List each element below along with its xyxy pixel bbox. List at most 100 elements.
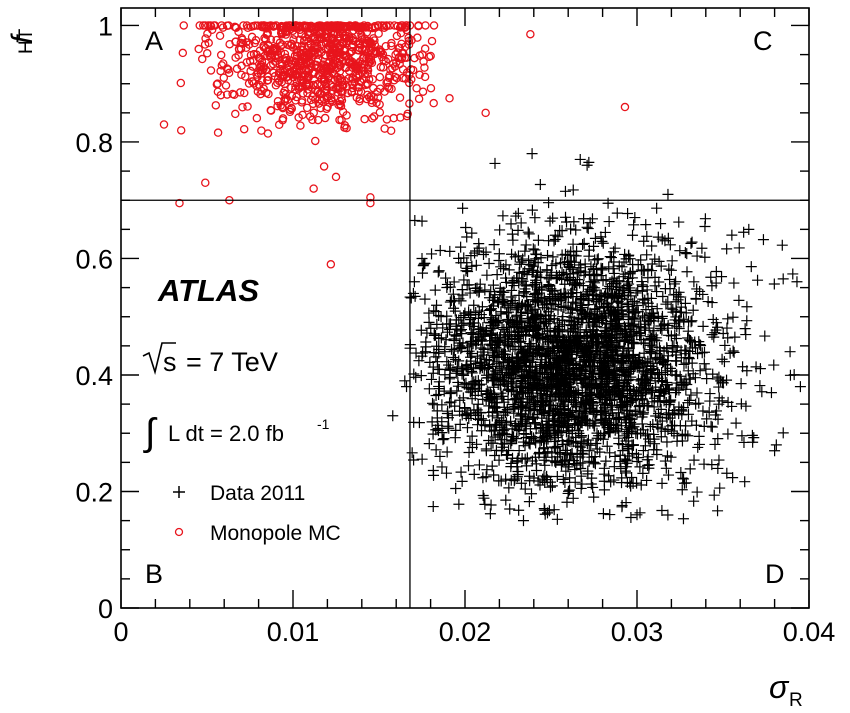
monopole-point — [263, 129, 273, 138]
monopole-point — [281, 89, 290, 99]
monopole-point — [327, 81, 336, 90]
data-point — [575, 341, 587, 353]
monopole-point — [421, 21, 430, 30]
data-point — [428, 329, 440, 341]
data-point — [452, 342, 464, 354]
data-point — [598, 399, 610, 411]
monopole-point — [336, 21, 345, 30]
data-point — [690, 293, 702, 305]
data-point — [599, 226, 611, 238]
data-point — [460, 265, 472, 277]
monopole-point — [395, 93, 405, 102]
data-point — [471, 438, 483, 450]
data-point — [603, 410, 615, 422]
data-point — [655, 320, 667, 332]
data-point — [719, 339, 731, 351]
data-point — [598, 417, 610, 429]
data-point — [716, 271, 728, 283]
data-point — [548, 407, 560, 419]
data-point — [547, 399, 559, 411]
data-point — [556, 342, 568, 354]
data-point — [540, 451, 552, 463]
data-point — [539, 459, 551, 471]
data-point — [498, 295, 510, 307]
data-point — [741, 365, 753, 377]
data-point — [610, 332, 622, 344]
data-point — [387, 410, 399, 422]
data-point — [739, 323, 751, 335]
data-point — [444, 397, 456, 409]
data-point — [520, 428, 532, 440]
data-point — [623, 282, 635, 294]
data-point — [677, 379, 689, 391]
monopole-point — [194, 44, 203, 54]
data-point — [538, 454, 550, 466]
data-point — [527, 342, 539, 354]
monopole-point — [300, 66, 309, 75]
data-point — [604, 447, 616, 459]
data-point — [652, 421, 664, 433]
data-point — [620, 461, 632, 473]
data-point — [465, 407, 477, 419]
data-point — [549, 415, 561, 427]
data-point — [539, 433, 551, 445]
monopole-point — [224, 21, 233, 30]
data-point — [506, 248, 518, 260]
data-point — [545, 297, 557, 309]
data-point — [590, 437, 602, 449]
monopole-point — [397, 48, 407, 58]
data-point — [462, 266, 474, 278]
data-point — [776, 239, 788, 251]
monopole-point — [317, 47, 326, 57]
monopole-point — [386, 65, 395, 74]
data-point — [580, 379, 592, 391]
data-point — [756, 386, 768, 398]
data-point — [784, 346, 796, 358]
data-point — [585, 478, 597, 490]
data-point — [657, 357, 669, 369]
data-point — [770, 439, 782, 451]
data-point — [465, 383, 477, 395]
data-point — [635, 254, 647, 266]
data-point — [448, 302, 460, 314]
data-point — [568, 368, 580, 380]
monopole-point — [304, 36, 313, 46]
data-point — [596, 235, 608, 247]
data-point — [431, 318, 443, 330]
data-point — [542, 381, 554, 393]
data-point — [686, 415, 698, 427]
data-point — [485, 437, 497, 449]
monopole-point — [222, 90, 232, 99]
monopole-point — [309, 80, 318, 90]
monopole-point — [257, 21, 266, 30]
data-point — [588, 378, 600, 390]
data-point — [610, 319, 622, 331]
data-point — [573, 406, 585, 418]
data-point — [624, 267, 636, 279]
data-point — [519, 440, 531, 452]
data-point — [450, 367, 462, 379]
data-point — [547, 212, 559, 224]
monopole-point — [210, 21, 220, 30]
data-point — [709, 327, 721, 339]
data-point — [644, 375, 656, 387]
data-point — [456, 328, 468, 340]
data-point — [477, 490, 489, 502]
data-point — [628, 421, 640, 433]
data-point — [679, 247, 691, 259]
data-point — [626, 471, 638, 483]
monopole-point — [273, 96, 283, 106]
data-point — [519, 483, 531, 495]
data-point — [523, 228, 535, 240]
data-point — [635, 390, 647, 402]
data-point — [520, 239, 532, 251]
data-point — [712, 433, 724, 445]
data-point — [637, 445, 649, 457]
data-point — [473, 238, 485, 250]
data-point — [681, 266, 693, 278]
data-point — [671, 435, 683, 447]
data-point — [663, 469, 675, 481]
data-point — [651, 286, 663, 298]
data-point — [451, 385, 463, 397]
data-point — [494, 289, 506, 301]
